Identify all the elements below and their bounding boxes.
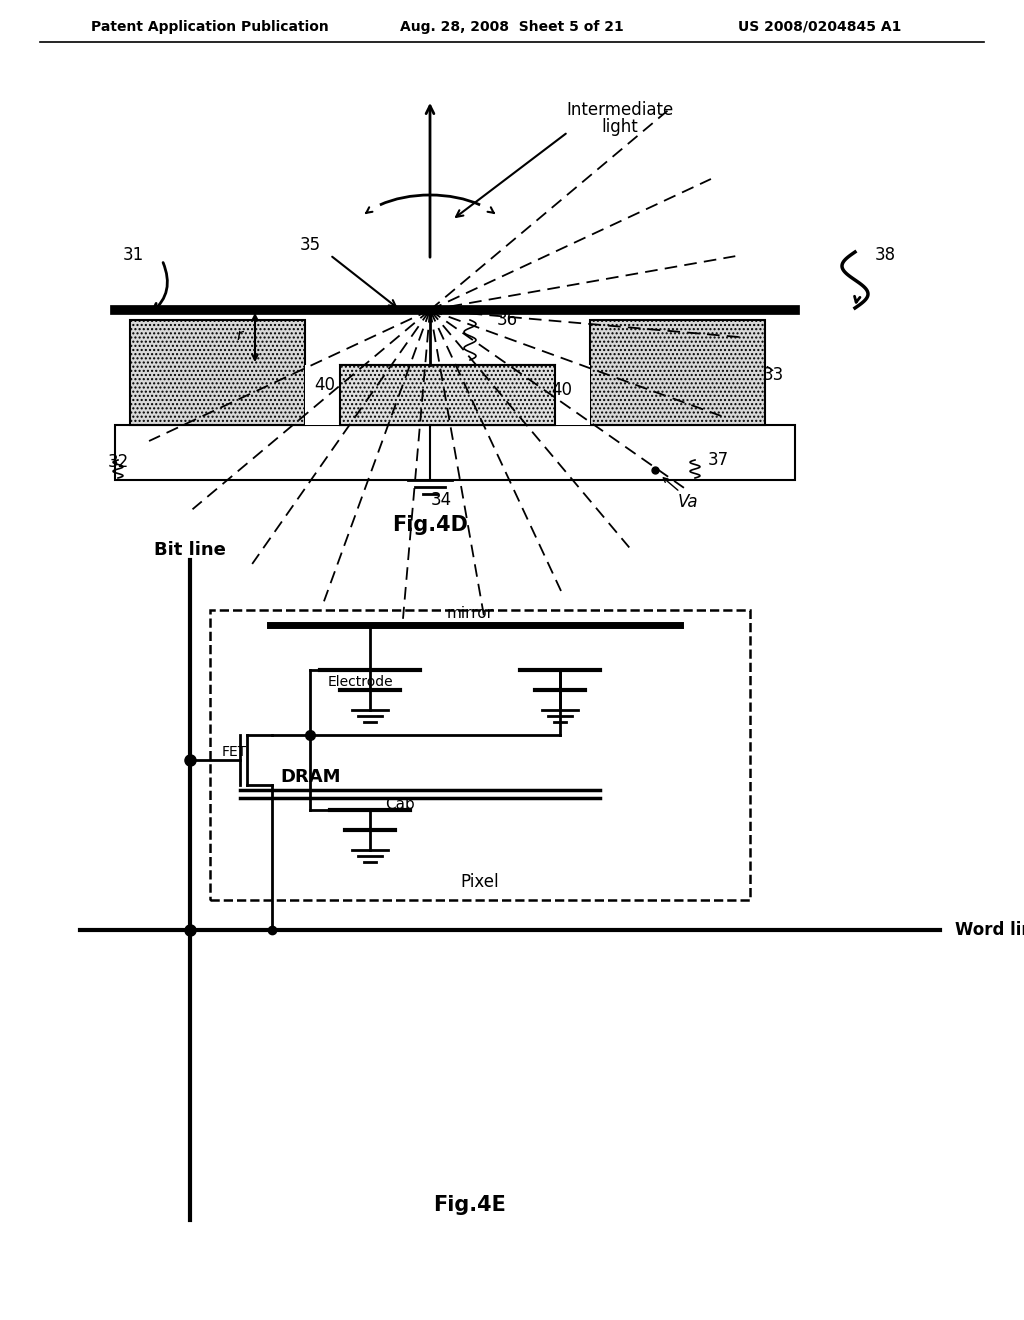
Text: Word line: Word line bbox=[955, 921, 1024, 939]
Text: light: light bbox=[602, 117, 638, 136]
Text: FET: FET bbox=[222, 744, 247, 759]
Bar bbox=[130, 319, 305, 425]
Text: Patent Application Publication: Patent Application Publication bbox=[91, 20, 329, 34]
Text: Va: Va bbox=[678, 492, 698, 511]
Bar bbox=[340, 366, 555, 425]
Text: 37: 37 bbox=[708, 451, 729, 469]
Text: mirror: mirror bbox=[446, 606, 494, 620]
Bar bbox=[305, 366, 590, 425]
Text: 40: 40 bbox=[552, 381, 572, 399]
Text: Fig.4D: Fig.4D bbox=[392, 515, 468, 535]
Text: 31: 31 bbox=[123, 246, 143, 264]
Text: r: r bbox=[237, 327, 243, 342]
Text: Pixel: Pixel bbox=[461, 873, 500, 891]
Text: DRAM: DRAM bbox=[280, 768, 341, 785]
Text: 36: 36 bbox=[497, 312, 518, 329]
Bar bbox=[210, 610, 750, 900]
Text: 40: 40 bbox=[314, 376, 336, 393]
Bar bbox=[590, 319, 765, 425]
Text: 38: 38 bbox=[874, 246, 896, 264]
Text: 35: 35 bbox=[299, 236, 321, 253]
Text: Bit line: Bit line bbox=[154, 541, 226, 558]
Bar bbox=[340, 366, 555, 425]
Text: Fig.4E: Fig.4E bbox=[433, 1195, 507, 1214]
Text: 34: 34 bbox=[430, 491, 452, 510]
Text: 33: 33 bbox=[763, 366, 784, 384]
Text: Intermediate: Intermediate bbox=[566, 102, 674, 119]
Text: US 2008/0204845 A1: US 2008/0204845 A1 bbox=[738, 20, 902, 34]
Text: 32: 32 bbox=[108, 453, 129, 471]
Text: Electrode: Electrode bbox=[328, 675, 393, 689]
Text: Aug. 28, 2008  Sheet 5 of 21: Aug. 28, 2008 Sheet 5 of 21 bbox=[400, 20, 624, 34]
Bar bbox=[115, 425, 795, 480]
Text: Cap: Cap bbox=[385, 797, 415, 813]
